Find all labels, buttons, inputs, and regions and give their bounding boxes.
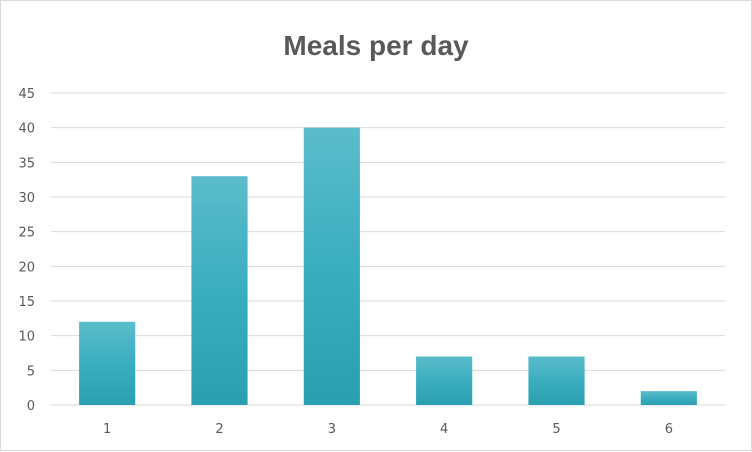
x-tick-label: 3 — [328, 422, 336, 437]
y-axis-ticks: 0 5 10 15 20 25 30 35 40 45 — [18, 87, 35, 414]
y-tick-label: 40 — [18, 122, 35, 137]
bar-5 — [528, 356, 585, 405]
bar-3 — [303, 127, 360, 406]
y-tick-label: 10 — [18, 330, 35, 345]
gridlines — [51, 92, 725, 406]
bar-1 — [79, 321, 136, 405]
x-tick-label: 4 — [440, 422, 448, 437]
bars — [79, 127, 697, 406]
x-axis-ticks: 1 2 3 4 5 6 — [103, 422, 673, 437]
bar-2 — [191, 176, 248, 405]
bar-4 — [416, 356, 473, 405]
y-tick-label: 45 — [18, 87, 35, 102]
x-tick-label: 2 — [215, 422, 223, 437]
x-tick-label: 1 — [103, 422, 111, 437]
x-tick-label: 6 — [665, 422, 673, 437]
y-tick-label: 35 — [18, 156, 35, 171]
y-tick-label: 20 — [18, 260, 35, 275]
x-tick-label: 5 — [552, 422, 560, 437]
y-tick-label: 15 — [18, 295, 35, 310]
chart-title: Meals per day — [283, 30, 469, 61]
y-tick-label: 0 — [27, 399, 35, 414]
y-tick-label: 30 — [18, 191, 35, 206]
y-tick-label: 25 — [18, 226, 35, 241]
bar-6 — [640, 391, 697, 405]
y-tick-label: 5 — [27, 364, 35, 379]
